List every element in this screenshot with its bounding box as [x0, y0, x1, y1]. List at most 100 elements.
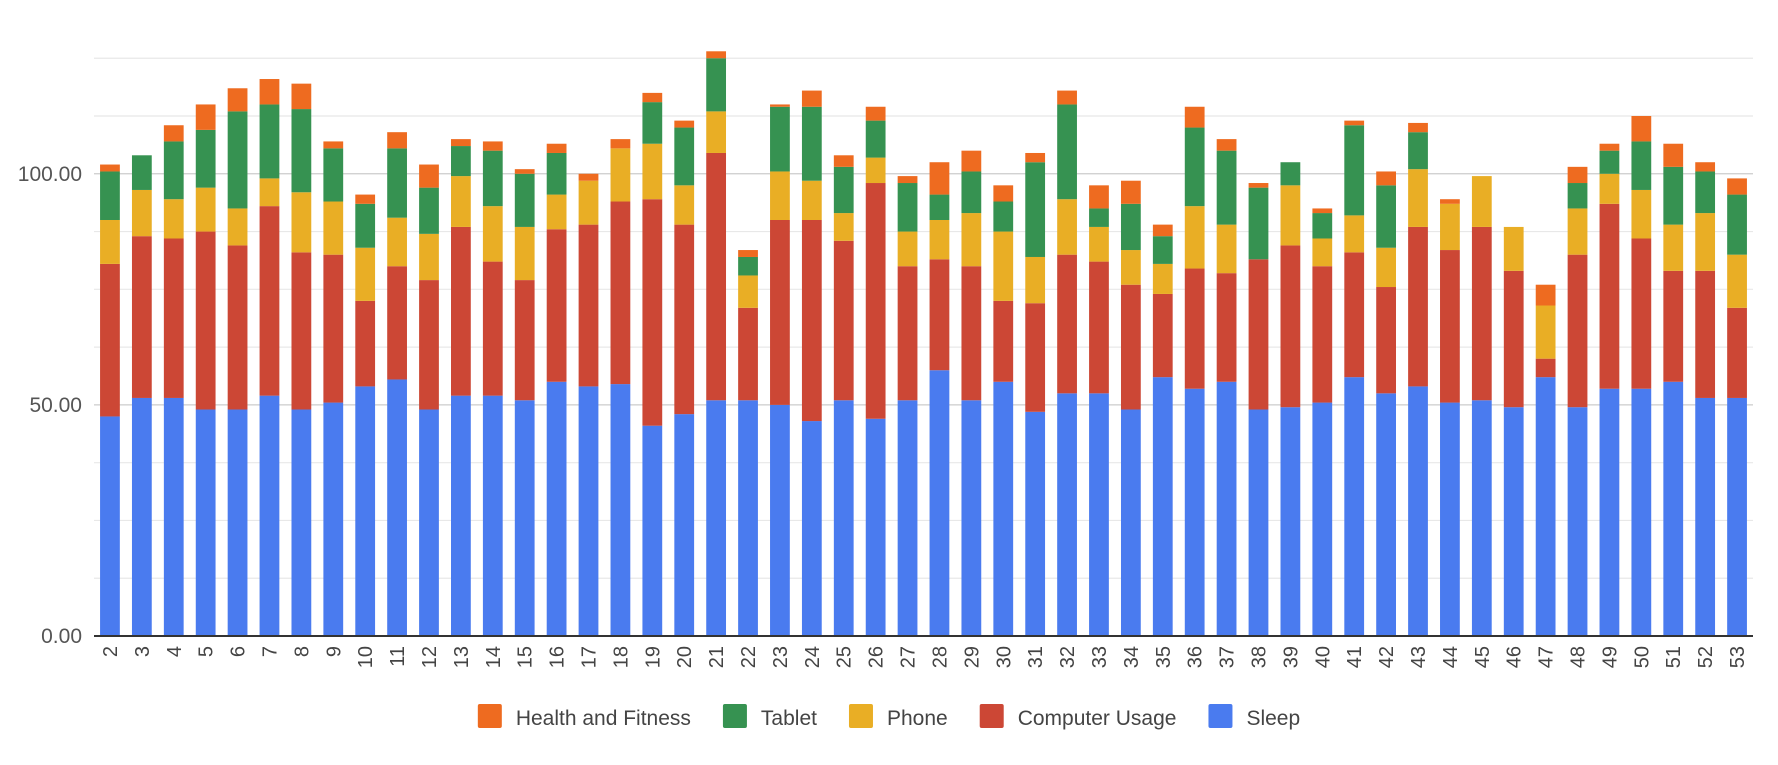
bar-segment-phone	[865, 157, 886, 184]
bar-segment-phone	[738, 275, 758, 308]
bar-segment-health-and-fitness	[1184, 106, 1205, 128]
y-tick-label: 50.00	[29, 394, 82, 417]
bar-segment-sleep	[1184, 388, 1205, 636]
bar-segment-sleep	[1567, 407, 1588, 636]
bar-stack-3	[131, 155, 152, 636]
bar-segment-health-and-fitness	[1631, 116, 1652, 142]
bar-segment-health-and-fitness	[833, 155, 854, 167]
bar-segment-computer-usage	[1344, 252, 1365, 378]
bar-segment-tablet	[897, 183, 918, 232]
bar-stack-50	[1631, 116, 1652, 636]
bar-segment-sleep	[514, 400, 535, 636]
bar-segment-sleep	[1216, 381, 1237, 636]
bar-segment-health-and-fitness	[1695, 162, 1716, 172]
x-tick-label: 7	[259, 646, 281, 657]
bar-stack-41	[1344, 120, 1365, 636]
bar-segment-health-and-fitness	[578, 173, 599, 181]
bar-segment-tablet	[1344, 125, 1365, 216]
bar-stack-39	[1280, 162, 1301, 636]
bar-segment-health-and-fitness	[1152, 224, 1173, 237]
bar-stack-45	[1471, 176, 1492, 636]
bar-segment-sleep	[1152, 377, 1173, 636]
bars	[100, 51, 1747, 636]
bar-segment-phone	[355, 247, 376, 301]
bar-stack-4	[163, 125, 184, 636]
x-tick-label: 39	[1280, 646, 1302, 668]
bar-segment-tablet	[1599, 150, 1620, 174]
bar-segment-sleep	[993, 381, 1014, 636]
x-tick-label: 45	[1472, 646, 1494, 668]
bar-segment-computer-usage	[514, 280, 535, 401]
bar-segment-sleep	[1503, 407, 1524, 636]
bar-stack-31	[1025, 152, 1046, 636]
bar-segment-tablet	[419, 187, 439, 234]
bar-segment-tablet	[1376, 185, 1396, 248]
bar-segment-sleep	[897, 400, 918, 636]
bar-segment-sleep	[1631, 388, 1652, 636]
bar-segment-health-and-fitness	[1663, 143, 1684, 167]
bar-segment-tablet	[674, 127, 695, 186]
bar-segment-phone	[993, 231, 1014, 301]
x-tick-label: 38	[1248, 646, 1270, 668]
bar-segment-phone	[929, 220, 950, 260]
legend-item-health-and-fitness: Health and Fitness	[477, 704, 691, 730]
x-tick-label: 32	[1057, 646, 1079, 668]
bar-segment-computer-usage	[1184, 268, 1205, 389]
bar-stack-13	[451, 139, 471, 636]
bar-segment-sleep	[1471, 400, 1492, 636]
x-tick-label: 11	[387, 646, 409, 667]
y-tick-label: 100.00	[18, 163, 82, 186]
bar-segment-phone	[291, 192, 312, 253]
x-tick-label: 9	[323, 646, 345, 657]
bar-segment-sleep	[1344, 377, 1365, 636]
x-tick-label: 22	[738, 646, 760, 668]
x-tick-label: 13	[451, 646, 473, 668]
bar-segment-health-and-fitness	[1408, 122, 1428, 133]
bar-segment-health-and-fitness	[897, 176, 918, 184]
bar-segment-sleep	[387, 379, 407, 636]
bar-segment-health-and-fitness	[674, 120, 695, 128]
bar-stack-32	[1057, 90, 1077, 636]
bar-stack-10	[355, 194, 376, 636]
bar-segment-health-and-fitness	[1535, 284, 1556, 306]
legend-swatch	[848, 704, 873, 728]
x-tick-label: 2	[100, 646, 122, 657]
bar-segment-tablet	[929, 194, 950, 220]
x-tick-label: 14	[483, 646, 505, 668]
bar-segment-phone	[546, 194, 567, 230]
x-tick-label: 51	[1663, 646, 1685, 668]
bar-segment-health-and-fitness	[1089, 185, 1109, 209]
bar-segment-computer-usage	[865, 183, 886, 419]
bar-segment-computer-usage	[1089, 261, 1109, 394]
bar-segment-phone	[131, 189, 152, 237]
bar-segment-phone	[419, 233, 439, 281]
bar-stack-48	[1567, 166, 1588, 636]
bar-segment-phone	[1471, 176, 1492, 227]
bar-segment-phone	[1280, 185, 1301, 246]
bar-segment-computer-usage	[1440, 250, 1460, 403]
bar-segment-computer-usage	[100, 263, 120, 417]
bar-segment-phone	[1440, 203, 1460, 251]
bar-segment-tablet	[1216, 150, 1237, 225]
bar-stack-34	[1120, 180, 1141, 636]
bar-segment-health-and-fitness	[355, 194, 376, 204]
bar-segment-sleep	[451, 395, 471, 636]
bar-segment-tablet	[1057, 104, 1077, 200]
bar-segment-phone	[1663, 224, 1684, 271]
bar-segment-sleep	[1408, 386, 1428, 636]
x-tick-label: 5	[196, 646, 218, 657]
x-tick-label: 3	[132, 646, 154, 657]
bar-segment-sleep	[291, 409, 312, 636]
bar-stack-53	[1727, 178, 1747, 636]
bar-segment-sleep	[1695, 397, 1716, 636]
legend-item-computer-usage: Computer Usage	[979, 704, 1176, 730]
y-tick-label: 0.00	[41, 625, 82, 648]
bar-stack-49	[1599, 143, 1620, 636]
bar-stack-43	[1408, 122, 1428, 636]
bar-segment-sleep	[1089, 393, 1109, 636]
bar-segment-sleep	[1312, 402, 1333, 636]
bar-stack-37	[1216, 139, 1237, 636]
x-tick-label: 28	[929, 646, 951, 668]
bar-stack-42	[1376, 171, 1396, 636]
x-tick-label: 8	[291, 646, 313, 657]
